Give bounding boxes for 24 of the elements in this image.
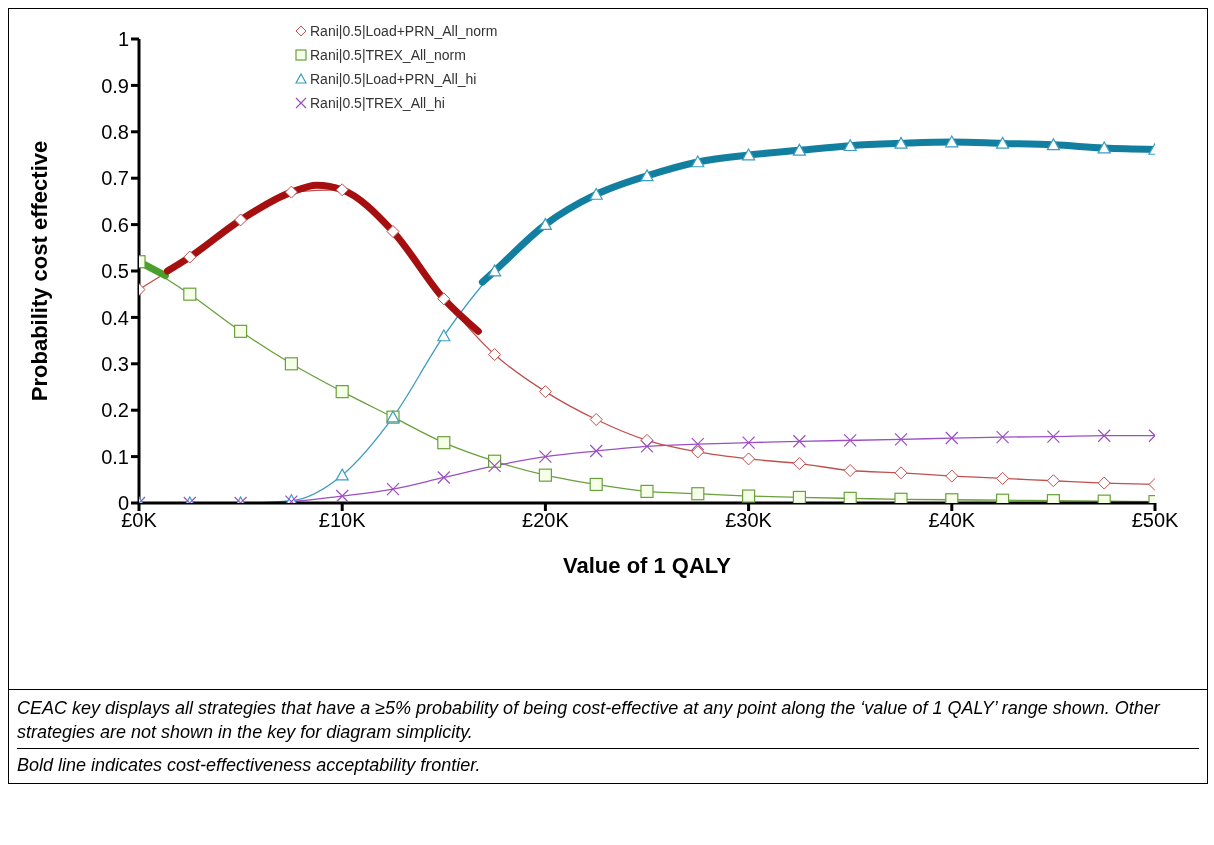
x-tick-label: £20K: [522, 509, 570, 532]
legend-label: Rani|0.5|TREX_All_hi: [310, 95, 445, 111]
x-tick-label: £50K: [1131, 509, 1180, 532]
y-tick-label: 0.2: [101, 399, 129, 422]
y-tick-label: 0.3: [101, 352, 129, 375]
x-tick-label: £40K: [928, 509, 976, 532]
y-tick-label: 1: [117, 28, 129, 51]
text: Bold line indicates cost-effectiveness acceptability frontier.: [17, 748, 1199, 777]
x-axis-title: Value of 1 QALY: [563, 553, 732, 578]
x-tick-label: £0K: [121, 509, 158, 532]
y-tick-label: 0.6: [101, 213, 129, 236]
text: CEAC key displays all strategies that have a ≥5% probability of being cost-effective at any point along the ‘value of 1 QALY’ range shown. Other strategies are not shown in the key for diagram simplicity.: [17, 697, 1162, 744]
y-tick-label: 0.7: [101, 167, 129, 190]
y-tick-label: 0.9: [101, 74, 129, 97]
y-axis-title: Probability cost effective: [26, 140, 52, 402]
legend-label: Rani|0.5|Load+PRN_All_norm: [310, 23, 498, 39]
legend-label: Rani|0.5|TREX_All_norm: [310, 47, 466, 63]
x-tick-label: £30K: [725, 509, 773, 532]
y-tick-label: 0.5: [101, 260, 129, 283]
y-tick-label: 0.8: [101, 120, 129, 143]
y-tick-label: 0.1: [101, 445, 129, 468]
y-tick-label: 0.4: [101, 306, 129, 329]
legend-label: Rani|0.5|Load+PRN_All_hi: [310, 71, 477, 87]
x-tick-label: £10K: [318, 509, 367, 532]
